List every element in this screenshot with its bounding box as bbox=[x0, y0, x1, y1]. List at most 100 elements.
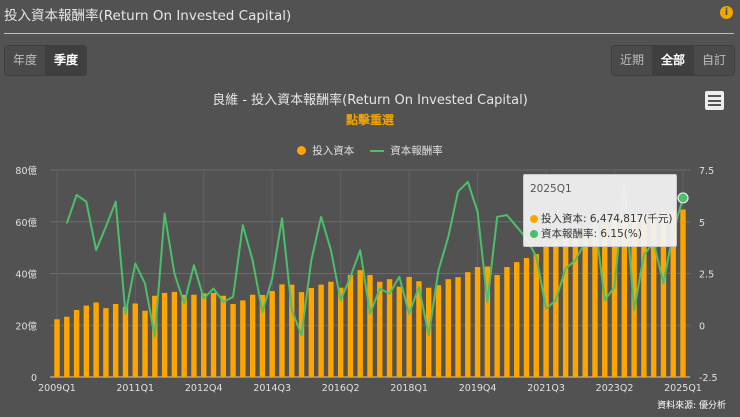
bar-capital bbox=[406, 276, 412, 377]
chart-title: 良維 - 投入資本報酬率(Return On Invested Capital) bbox=[212, 93, 528, 108]
y-right-tick-label: -2.5 bbox=[699, 373, 718, 384]
recent-button[interactable]: 近期 bbox=[611, 46, 653, 75]
bar-capital bbox=[259, 294, 266, 377]
bar-capital bbox=[181, 294, 187, 377]
bar-capital bbox=[455, 277, 461, 377]
bar-capital bbox=[64, 316, 70, 377]
range-toggle: 近期 全部 自訂 bbox=[611, 46, 734, 75]
y-right-tick-label: 5 bbox=[699, 218, 705, 229]
bar-capital bbox=[357, 270, 363, 377]
roic-hover-point bbox=[677, 192, 689, 204]
bar-capital bbox=[367, 275, 373, 377]
bar-capital bbox=[201, 293, 207, 377]
bar-capital bbox=[103, 308, 109, 377]
tooltip-row-capital: 投入資本: 6,474,817(千元) bbox=[530, 211, 673, 226]
bar-capital bbox=[660, 211, 667, 377]
period-toggle: 年度 季度 bbox=[5, 46, 87, 75]
tooltip-title: 2025Q1 bbox=[530, 183, 572, 195]
info-icon[interactable]: i bbox=[720, 6, 733, 19]
bar-capital bbox=[308, 287, 315, 377]
y-right-tick-label: 0 bbox=[699, 321, 705, 332]
bar-capital bbox=[220, 295, 226, 377]
bar-capital bbox=[572, 233, 579, 377]
bar-capital bbox=[543, 245, 549, 377]
bar-capital bbox=[611, 220, 618, 377]
bar-capital bbox=[161, 292, 168, 377]
y-right-tick-label: 2.5 bbox=[699, 270, 714, 281]
all-button[interactable]: 全部 bbox=[652, 46, 694, 75]
bar-capital bbox=[191, 294, 197, 377]
divider bbox=[4, 33, 734, 34]
bar-capital bbox=[621, 217, 628, 377]
x-tick-label: 2021Q3 bbox=[527, 383, 565, 394]
bar-capital bbox=[592, 226, 598, 377]
circle-icon bbox=[297, 146, 307, 155]
x-tick-label: 2009Q1 bbox=[38, 383, 76, 394]
x-tick-label: 2018Q1 bbox=[390, 383, 428, 394]
line-icon bbox=[370, 149, 385, 152]
bar-capital bbox=[289, 284, 295, 377]
bar-capital bbox=[210, 292, 217, 377]
bar-capital bbox=[93, 302, 99, 377]
custom-button[interactable]: 自訂 bbox=[693, 46, 734, 75]
legend-item-capital[interactable]: 投入資本 bbox=[297, 143, 354, 158]
bar-capital bbox=[465, 272, 471, 377]
bar-capital bbox=[641, 213, 647, 377]
reset-selection-link[interactable]: 點擊重選 bbox=[345, 113, 394, 127]
bar-capital bbox=[54, 319, 60, 377]
bar-capital bbox=[474, 267, 481, 377]
bar-capital bbox=[347, 275, 354, 377]
bar-capital bbox=[132, 303, 138, 377]
bar-capital bbox=[650, 212, 657, 377]
bar-capital bbox=[122, 306, 129, 377]
x-tick-label: 2025Q1 bbox=[664, 383, 702, 394]
bar-capital bbox=[142, 310, 148, 377]
bar-capital bbox=[494, 275, 500, 377]
annual-button[interactable]: 年度 bbox=[5, 46, 47, 75]
bar-capital bbox=[112, 304, 119, 377]
bar-capital bbox=[230, 304, 236, 377]
bar-capital bbox=[377, 281, 383, 377]
bar-capital bbox=[435, 285, 442, 377]
x-tick-label: 2023Q2 bbox=[596, 383, 634, 394]
bar-capital bbox=[269, 291, 275, 377]
bar-capital bbox=[514, 262, 520, 377]
bar-capital bbox=[416, 281, 422, 377]
bar-capital bbox=[318, 284, 324, 377]
bar-capital bbox=[562, 237, 569, 377]
chart-menu-icon[interactable] bbox=[705, 91, 724, 110]
tooltip: 2025Q1 投入資本: 6,474,817(千元) 資本報酬率: 6.15(%… bbox=[523, 174, 677, 247]
y-left-tick-label: 20億 bbox=[15, 320, 37, 332]
bar-capital bbox=[83, 305, 90, 377]
quarterly-button[interactable]: 季度 bbox=[46, 46, 87, 75]
x-tick-label: 2016Q2 bbox=[322, 383, 360, 394]
legend: 投入資本 資本報酬率 bbox=[0, 143, 740, 158]
bar-capital bbox=[631, 216, 637, 377]
data-source: 資料來源: 優分析 bbox=[657, 401, 726, 411]
x-tick-label: 2019Q4 bbox=[459, 383, 497, 394]
x-tick-label: 2014Q3 bbox=[253, 383, 291, 394]
bar-capital bbox=[73, 309, 80, 377]
section-title: 投入資本報酬率(Return On Invested Capital) bbox=[4, 8, 292, 24]
bar-capital bbox=[171, 291, 178, 377]
x-tick-label: 2012Q4 bbox=[185, 383, 223, 394]
bar-capital bbox=[533, 254, 539, 377]
bar-capital bbox=[680, 209, 686, 377]
bar-capital bbox=[553, 241, 559, 377]
legend-item-roic[interactable]: 資本報酬率 bbox=[370, 143, 443, 158]
y-left-tick-label: 0 bbox=[31, 373, 37, 384]
bar-capital bbox=[523, 257, 530, 377]
bar-capital bbox=[670, 210, 676, 377]
bar-capital bbox=[279, 284, 285, 377]
bar-capital bbox=[337, 287, 344, 377]
bar-capital bbox=[445, 279, 451, 377]
bar-capital bbox=[240, 300, 246, 377]
roic-line bbox=[65, 180, 684, 338]
bar-capital bbox=[386, 279, 393, 377]
bar-capital bbox=[328, 281, 334, 377]
y-left-tick-label: 60億 bbox=[15, 217, 37, 229]
y-left-tick-label: 40億 bbox=[15, 269, 37, 281]
tooltip-row-roic: 資本報酬率: 6.15(%) bbox=[530, 226, 642, 241]
x-tick-label: 2011Q1 bbox=[116, 383, 154, 394]
